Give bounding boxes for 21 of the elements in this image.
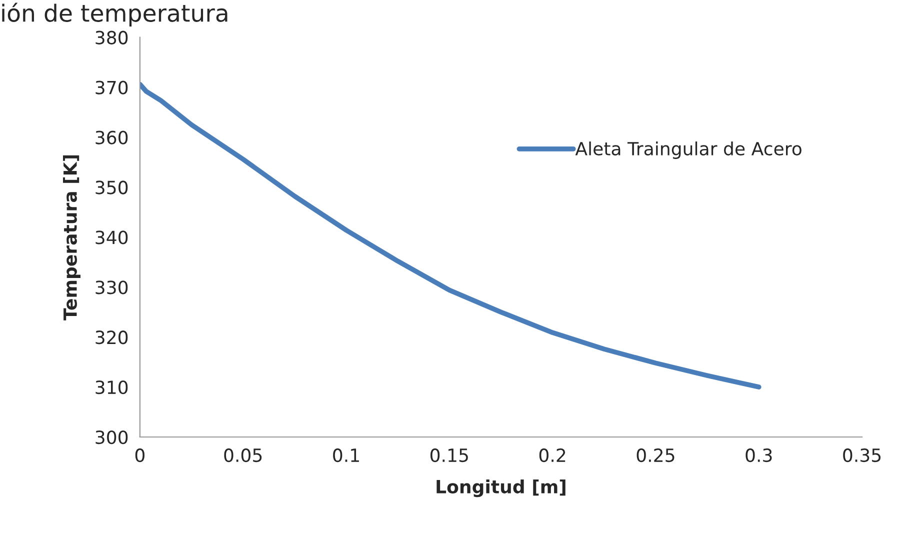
- x-tick-label: 0.35: [843, 448, 881, 462]
- y-tick-label: 380: [96, 30, 128, 44]
- y-tick-label: 310: [96, 380, 128, 394]
- x-tick-label: 0.15: [430, 448, 468, 462]
- x-tick-label: 0: [135, 448, 144, 462]
- x-tick-label: 0.2: [539, 448, 566, 462]
- y-tick-label: 370: [96, 80, 128, 94]
- y-tick-label: 350: [96, 180, 128, 194]
- x-tick-label: 0.1: [333, 448, 359, 462]
- x-tick-label: 0.25: [636, 448, 674, 462]
- y-tick-label: 360: [96, 130, 128, 144]
- y-tick-label: 340: [96, 230, 128, 244]
- y-tick-label: 300: [96, 430, 128, 444]
- legend-label: Aleta Traingular de Acero: [575, 142, 802, 159]
- y-axis-title: Temperatura [K]: [62, 155, 80, 320]
- x-tick-label: 0.05: [224, 448, 262, 462]
- y-tick-label: 330: [96, 280, 128, 294]
- x-axis-title: Longitud [m]: [436, 479, 566, 498]
- x-tick-label: 0.3: [746, 448, 772, 462]
- y-tick-label: 320: [96, 330, 128, 344]
- chart-title: ión de temperatura: [2, 2, 228, 27]
